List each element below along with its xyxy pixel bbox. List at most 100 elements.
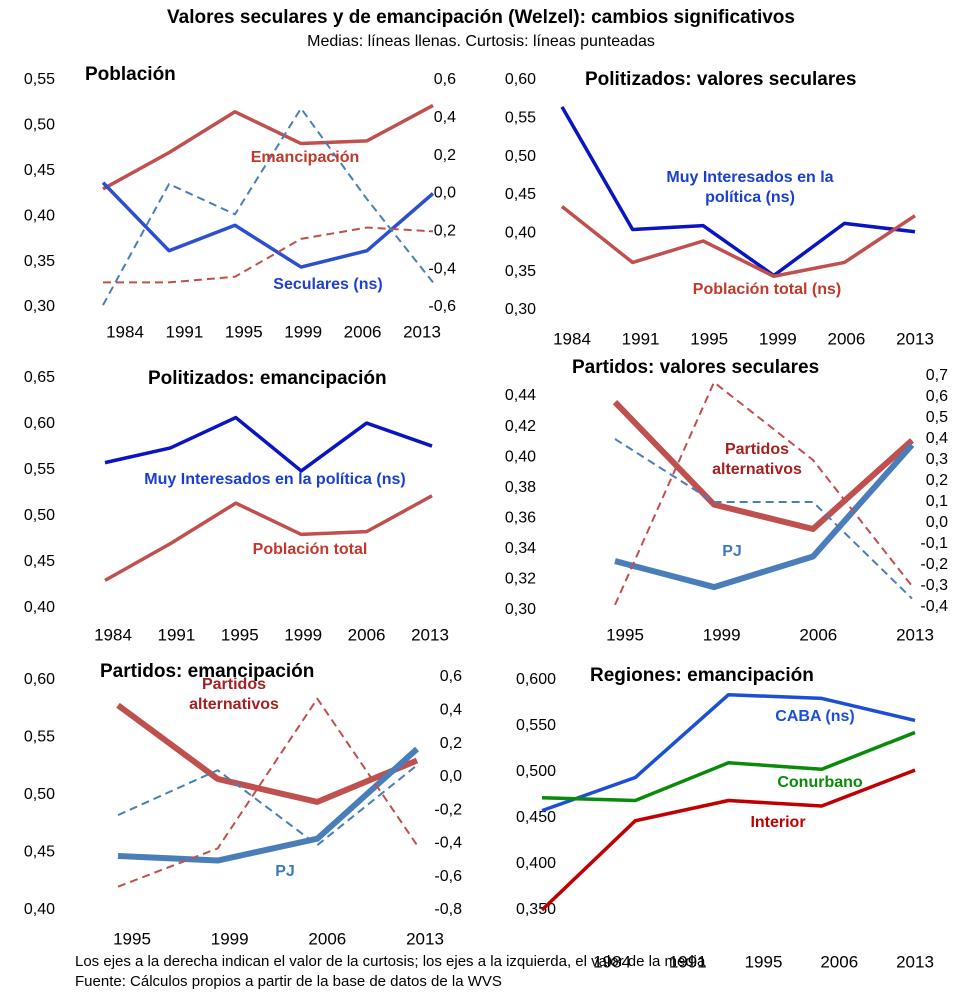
kurtosis-line [103,226,434,284]
mean-line [560,105,916,278]
y-tick-label: 0,550 [516,717,556,734]
x-tick-label: 2013 [896,329,934,348]
x-tick-label: 1991 [157,625,195,644]
y2-tick-label: -0,4 [920,598,948,615]
y2-tick-label: -0,4 [434,835,462,852]
y2-tick-label: -0,2 [920,556,948,573]
series-label: Partidos alternativos [712,441,802,478]
y-tick-label: 0,50 [505,148,536,165]
kurtosis-line [117,697,418,888]
y-tick-label: 0,55 [24,71,55,88]
x-tick-label: 2006 [348,625,386,644]
x-tick-label: 2006 [308,929,346,948]
y-tick-label: 0,30 [505,601,536,618]
x-tick-label: 1999 [284,625,322,644]
x-tick-label: 1991 [669,952,707,971]
x-tick-label: 1999 [703,625,741,644]
x-tick-label: 1991 [165,322,203,341]
y-tick-label: 0,450 [516,809,556,826]
x-tick-label: 2013 [403,322,441,341]
y2-tick-label: 0,2 [434,147,456,164]
series-label: Seculares (ns) [273,276,383,293]
y2-tick-label: 0,3 [926,451,948,468]
mean-line [117,746,420,864]
series-label: PJ [722,543,742,560]
mean-line [540,768,916,912]
mean-line [104,415,433,473]
y2-tick-label: 0,0 [440,768,462,785]
y-tick-label: 0,55 [505,110,536,127]
y-tick-label: 0,35 [505,263,536,280]
mean-line [612,400,915,532]
x-tick-label: 1995 [221,625,259,644]
x-tick-label: 2006 [820,952,858,971]
kurtosis-line [614,438,913,600]
mean-line [116,702,419,805]
y-tick-label: 0,55 [24,461,55,478]
panel-title: Politizados: valores seculares [585,69,856,90]
y2-tick-label: -0,2 [434,801,462,818]
y-tick-label: 0,42 [505,418,536,435]
mean-line [560,205,916,279]
y-tick-label: 0,45 [505,186,536,203]
y-tick-label: 0,600 [516,671,556,688]
x-tick-label: 1984 [593,952,631,971]
y-tick-label: 0,30 [24,298,55,315]
y-tick-label: 0,45 [24,162,55,179]
x-tick-label: 1991 [622,329,660,348]
y2-tick-label: -0,6 [434,868,462,885]
subtitle: Medias: líneas llenas. Curtosis: líneas … [307,33,655,50]
y-tick-label: 0,65 [24,369,55,386]
y-tick-label: 0,400 [516,855,556,872]
y2-tick-label: 0,7 [926,367,948,384]
y2-tick-label: 0,0 [434,185,456,202]
mean-line [104,494,433,582]
mean-line [541,730,916,803]
y2-tick-label: 0,4 [926,430,948,447]
y2-tick-label: -0,4 [428,260,456,277]
y-tick-label: 0,40 [505,225,536,242]
y-tick-label: 0,50 [24,507,55,524]
mean-line [101,181,435,269]
y-tick-label: 0,40 [24,599,55,616]
x-tick-label: 1995 [225,322,263,341]
series-label: Conurbano [777,774,863,791]
y2-tick-label: 0,2 [440,735,462,752]
x-tick-label: 1999 [211,929,249,948]
series-label: PJ [275,863,295,880]
series-label: Emancipación [250,149,360,166]
x-tick-label: 2006 [344,322,382,341]
y2-tick-label: 0,4 [440,702,462,719]
y2-tick-label: 0,6 [440,668,462,685]
y-tick-label: 0,40 [505,448,536,465]
panel-title: Partidos: emancipación [100,661,314,682]
y2-tick-label: -0,2 [428,223,456,240]
y-tick-label: 0,40 [24,901,55,918]
y2-tick-label: 0,0 [926,514,948,531]
x-tick-label: 1999 [284,322,322,341]
y-tick-label: 0,55 [24,729,55,746]
y-tick-label: 0,500 [516,763,556,780]
y-tick-label: 0,45 [24,844,55,861]
x-tick-label: 1995 [113,929,151,948]
series-label: Muy Interesados en la política (ns) [666,169,834,206]
y-tick-label: 0,60 [505,71,536,88]
y2-tick-label: 0,2 [926,472,948,489]
series-label: Partidos alternativos [189,676,279,713]
mean-line [102,103,434,191]
kurtosis-line [102,107,434,306]
kurtosis-line [117,764,418,847]
y-tick-label: 0,45 [24,553,55,570]
y-tick-label: 0,50 [24,786,55,803]
mean-line [614,442,915,591]
y2-tick-label: 0,1 [926,493,948,510]
y-tick-label: 0,44 [505,387,536,404]
x-tick-label: 1995 [745,952,783,971]
x-tick-label: 2013 [896,952,934,971]
x-tick-label: 1999 [759,329,797,348]
y-tick-label: 0,60 [24,671,55,688]
x-tick-label: 1984 [94,625,132,644]
x-tick-label: 1995 [606,625,644,644]
